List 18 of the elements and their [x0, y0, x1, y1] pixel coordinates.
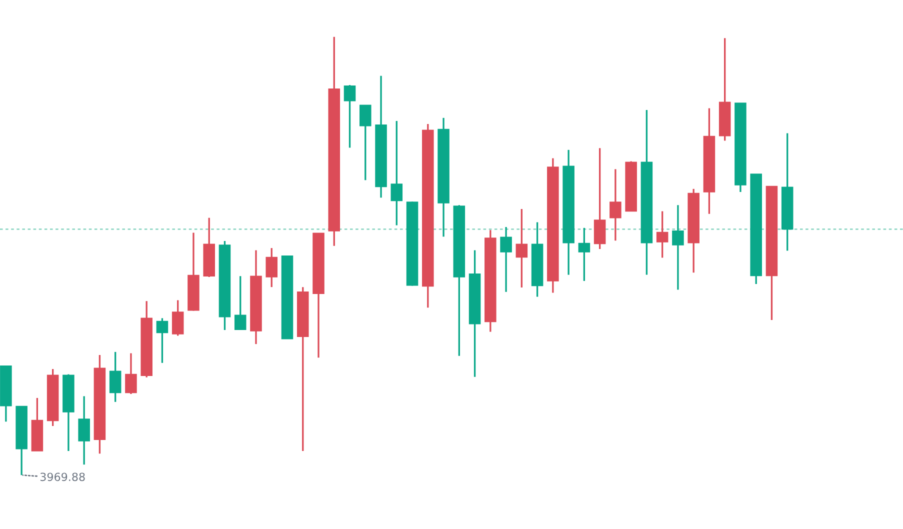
candlestick: [344, 84, 356, 149]
candlestick: [125, 352, 137, 395]
candlestick: [266, 247, 278, 288]
candlestick: [390, 120, 403, 226]
candlestick: [156, 317, 168, 364]
candlestick: [594, 147, 606, 250]
candlestick: [500, 226, 512, 293]
candlestick: [578, 227, 590, 282]
candlestick: [672, 204, 684, 291]
annotation: 3969.88: [40, 472, 85, 482]
candlestick: [360, 104, 372, 181]
candlestick: [172, 299, 184, 337]
candlestick: [78, 395, 90, 466]
candlestick: [516, 208, 528, 288]
candlestick: [610, 168, 622, 242]
candlestick: [656, 210, 668, 259]
candlestick: [109, 351, 122, 403]
candlestick: [234, 275, 246, 330]
